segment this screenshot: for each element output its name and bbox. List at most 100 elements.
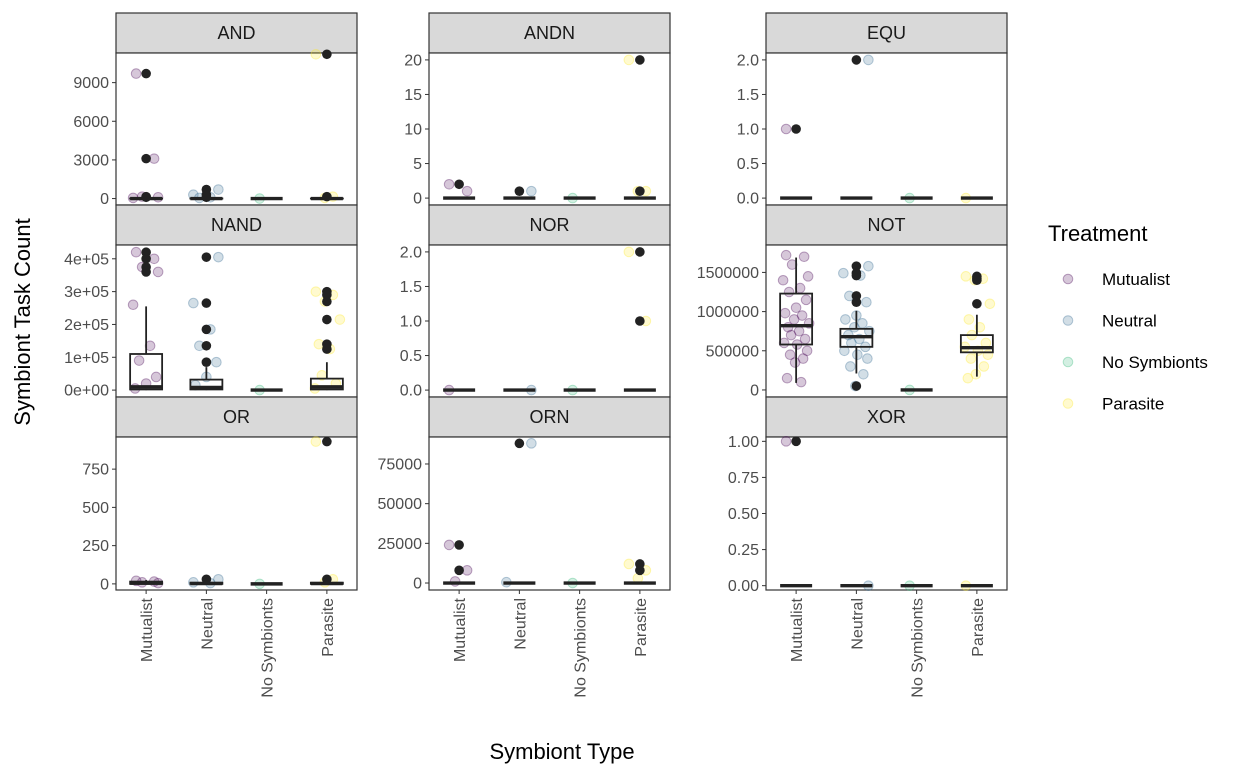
jitter-point-parasite	[984, 298, 996, 310]
x-tick-label-neutral: Neutral	[512, 598, 529, 650]
jitter-point-neutral	[845, 361, 856, 372]
x-tick-label-mutualist: Mutualist	[139, 597, 156, 662]
jitter-point-mutualist	[127, 299, 139, 311]
jitter-point-parasite	[960, 271, 972, 282]
y-tick-label-andn: 15	[404, 87, 422, 104]
jitter-point-neutral	[526, 438, 537, 449]
legend: Treatment Mutualist Neutral No Symbionts Pa…	[1048, 221, 1208, 414]
outlier-point-parasite	[322, 436, 332, 447]
outlier-point-mutualist	[791, 436, 801, 447]
jitter-point-neutral	[840, 314, 851, 325]
y-tick-label-equ: 1.5	[737, 87, 759, 104]
jitter-point-mutualist	[781, 372, 793, 384]
box-mutualist	[129, 353, 164, 391]
jitter-point-parasite	[623, 558, 635, 570]
y-tick-label-xor: 0.00	[728, 578, 759, 595]
y-tick-label-nand: 3e+05	[64, 284, 109, 301]
outlier-point-neutral	[201, 192, 212, 203]
x-tick-label-no-symbionts: No Symbionts	[910, 598, 927, 698]
jitter-point-neutral	[863, 54, 874, 66]
x-tick-label-no-symbionts: No Symbionts	[260, 598, 277, 698]
outlier-point-neutral	[514, 186, 525, 196]
jitter-point-neutral	[188, 297, 199, 309]
outlier-point-neutral	[851, 297, 862, 307]
y-tick-label-nand: 4e+05	[64, 251, 109, 268]
legend-key-neutral	[1062, 315, 1074, 326]
plot-area-equ	[765, 52, 1008, 206]
outlier-point-parasite	[635, 316, 645, 326]
outlier-point-neutral	[201, 574, 212, 585]
outlier-point-parasite	[972, 275, 982, 286]
box-neutral	[189, 378, 224, 391]
y-tick-label-orn: 50000	[378, 496, 423, 513]
outlier-point-neutral	[851, 381, 862, 391]
outlier-point-mutualist	[141, 267, 151, 277]
strip-nor	[428, 204, 671, 246]
x-tick-label-parasite: Parasite	[970, 598, 987, 657]
strip-label-nand: NAND	[211, 215, 262, 235]
plot-area-xor	[765, 436, 1008, 591]
outlier-point-mutualist	[141, 153, 151, 164]
outlier-point-neutral	[201, 340, 212, 351]
y-tick-label-orn: 25000	[378, 536, 423, 553]
jitter-point-mutualist	[801, 345, 813, 357]
plot-area-not	[765, 244, 1008, 398]
outlier-point-parasite	[322, 290, 332, 300]
jitter-point-parasite	[310, 48, 322, 60]
strip-label-and: AND	[217, 23, 255, 43]
strip-label-andn: ANDN	[524, 23, 575, 43]
y-tick-label-or: 750	[82, 462, 109, 479]
y-tick-label-andn: 20	[404, 52, 422, 69]
outlier-point-parasite	[322, 344, 332, 354]
jitter-point-mutualist	[795, 376, 807, 388]
strip-orn	[428, 396, 671, 438]
y-tick-label-equ: 2.0	[737, 52, 759, 69]
strip-and	[115, 12, 358, 54]
y-tick-label-xor: 0.75	[728, 470, 759, 487]
outlier-point-neutral	[851, 270, 862, 281]
legend-key-mutualist	[1062, 273, 1074, 285]
jitter-point-neutral	[858, 368, 869, 380]
outlier-point-mutualist	[454, 179, 464, 190]
strip-nand	[115, 204, 358, 246]
outlier-point-mutualist	[141, 253, 151, 264]
y-tick-label-and: 3000	[73, 152, 109, 169]
outlier-point-neutral	[851, 55, 862, 65]
outlier-point-parasite	[322, 296, 332, 307]
y-tick-label-andn: 5	[413, 156, 422, 173]
jitter-point-neutral	[213, 184, 224, 195]
jitter-point-neutral	[211, 356, 222, 368]
legend-label-parasite: Parasite	[1102, 395, 1164, 414]
jitter-point-mutualist	[783, 286, 795, 298]
strip-label-nor: NOR	[530, 215, 570, 235]
y-tick-label-xor: 0.25	[728, 542, 759, 559]
outlier-point-parasite	[635, 247, 645, 257]
box-mutualist	[779, 292, 814, 346]
jitter-point-parasite	[982, 349, 994, 360]
jitter-point-mutualist	[802, 271, 814, 282]
x-tick-label-neutral: Neutral	[199, 598, 216, 650]
legend-key-no-symbionts	[1062, 356, 1074, 368]
legend-label-neutral: Neutral	[1102, 312, 1157, 331]
outlier-point-mutualist	[141, 247, 151, 258]
y-tick-label-and: 9000	[73, 75, 109, 92]
jitter-point-neutral	[838, 267, 849, 279]
plot-area-andn	[428, 52, 671, 206]
panel-or: OR 0 250 500 750	[82, 396, 358, 593]
strip-equ	[765, 12, 1008, 54]
jitter-point-mutualist	[800, 294, 812, 306]
strip-andn	[428, 12, 671, 54]
jitter-point-neutral	[862, 353, 873, 364]
outlier-point-mutualist	[141, 68, 151, 79]
jitter-point-parasite	[623, 246, 635, 258]
jitter-point-mutualist	[785, 329, 797, 341]
y-tick-label-nor: 0.5	[400, 348, 422, 365]
jitter-point-parasite	[334, 314, 346, 325]
jitter-point-mutualist	[777, 274, 789, 286]
box-parasite	[959, 334, 994, 354]
jitter-point-parasite	[310, 286, 322, 297]
outlier-point-parasite	[322, 574, 332, 585]
x-tick-label-mutualist: Mutualist	[452, 597, 469, 662]
panel-xor: XOR 0.00 0.25 0.50 0.75 1.00	[728, 396, 1008, 595]
